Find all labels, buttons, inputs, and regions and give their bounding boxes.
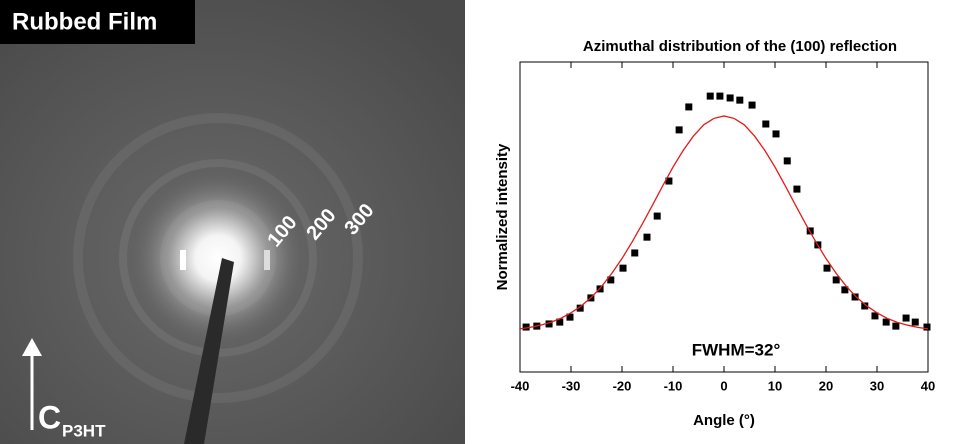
ring <box>73 113 363 403</box>
data-point <box>902 314 910 322</box>
plot-frame <box>519 61 929 373</box>
arrow-head <box>22 338 42 356</box>
data-point <box>832 276 840 284</box>
chart-title: Azimuthal distribution of the (100) refl… <box>583 38 897 55</box>
data-point <box>772 130 780 138</box>
data-point <box>643 233 651 241</box>
data-point <box>892 322 900 330</box>
data-point <box>851 293 859 301</box>
data-point <box>675 126 683 134</box>
data-point <box>762 120 770 128</box>
data-point <box>823 264 831 272</box>
data-point <box>556 318 564 326</box>
data-point <box>748 101 756 109</box>
data-point <box>619 264 627 272</box>
axis-letter: C <box>38 399 61 435</box>
image-label: Rubbed Film <box>12 8 157 35</box>
data-point <box>665 177 673 185</box>
data-point <box>793 185 801 193</box>
x-tick-label: 0 <box>720 378 727 393</box>
reflection-spot <box>264 250 270 270</box>
x-tick-label: 20 <box>819 378 833 393</box>
diffraction-image: Rubbed Film 100 200 300 C P3HT <box>0 0 465 444</box>
x-tick-label: 40 <box>921 378 935 393</box>
data-point <box>716 92 724 100</box>
data-point <box>911 318 919 326</box>
x-tick-label: -10 <box>664 378 683 393</box>
data-point <box>841 286 849 294</box>
data-point <box>631 249 639 257</box>
data-point <box>882 318 890 326</box>
label-box <box>0 0 195 44</box>
data-point <box>522 323 530 331</box>
x-tick-label: -40 <box>511 378 530 393</box>
axis-subscript: P3HT <box>62 421 106 440</box>
fit-line <box>519 115 929 330</box>
x-tick-label: -30 <box>562 378 581 393</box>
x-tick-label: 10 <box>768 378 782 393</box>
reflection-spot <box>180 250 186 270</box>
x-tick-label: -20 <box>613 378 632 393</box>
x-axis-label: Angle (°) <box>693 412 755 429</box>
data-point <box>545 320 553 328</box>
data-point <box>736 96 744 104</box>
data-point <box>923 323 931 331</box>
data-point <box>607 276 615 284</box>
data-point <box>783 157 791 165</box>
central-glow <box>128 168 308 348</box>
data-point <box>706 92 714 100</box>
data-point <box>653 212 661 220</box>
data-point <box>871 312 879 320</box>
x-tick-label: 30 <box>870 378 884 393</box>
data-point <box>726 94 734 102</box>
data-point <box>566 313 574 321</box>
data-point <box>576 304 584 312</box>
data-point <box>685 103 693 111</box>
y-axis-label: Normalized intensity <box>494 143 511 290</box>
data-point <box>861 302 869 310</box>
beam-stop <box>184 258 234 444</box>
annotation: FWHM=32° <box>692 340 781 359</box>
